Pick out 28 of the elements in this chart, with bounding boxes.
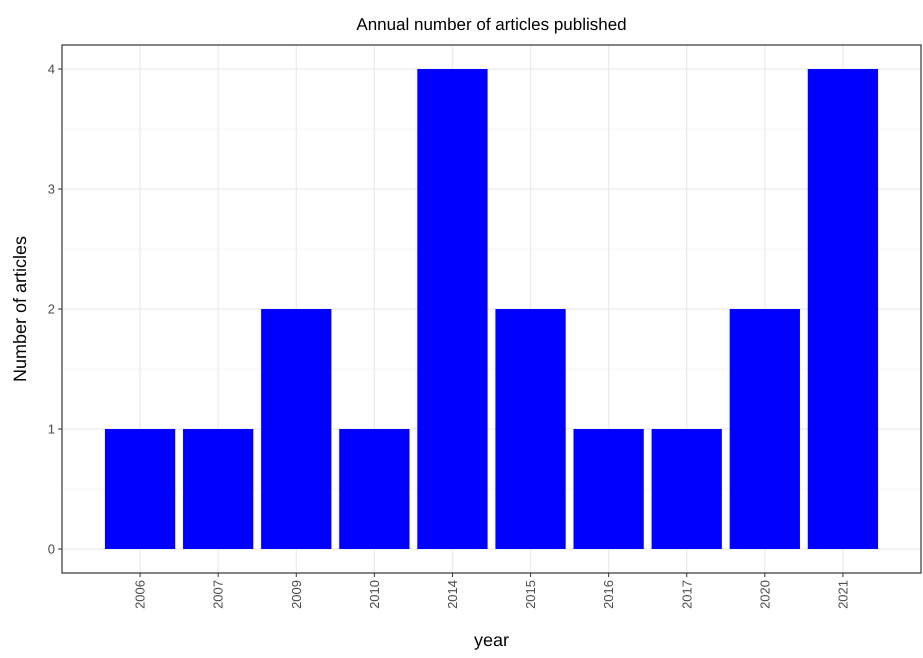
x-tick-label: 2017 <box>679 580 694 609</box>
chart-title: Annual number of articles published <box>356 15 627 34</box>
bar <box>417 69 488 549</box>
bar <box>261 309 332 549</box>
x-axis-title: year <box>474 630 510 650</box>
bar <box>730 309 800 549</box>
x-tick-label: 2007 <box>210 580 226 609</box>
y-tick-label: 2 <box>48 302 55 317</box>
y-tick-label: 3 <box>48 182 55 197</box>
x-tick-label: 2016 <box>601 580 616 609</box>
x-tick-label: 2009 <box>288 580 304 609</box>
y-tick-label: 4 <box>48 62 55 77</box>
bar <box>495 309 566 549</box>
x-tick-label: 2021 <box>835 580 850 609</box>
bar <box>652 429 722 549</box>
x-tick-label: 2006 <box>132 580 148 609</box>
bar <box>104 429 176 549</box>
y-axis-title: Number of articles <box>10 236 30 382</box>
bar <box>573 429 644 549</box>
x-tick-label: 2010 <box>366 580 382 609</box>
y-tick-label: 1 <box>48 422 55 437</box>
y-tick-label: 0 <box>48 542 55 557</box>
x-tick-label: 2015 <box>523 580 538 609</box>
bar <box>183 429 254 549</box>
x-tick-label: 2014 <box>445 580 460 609</box>
bar <box>339 429 410 549</box>
x-tick-label: 2020 <box>757 580 772 609</box>
bar <box>808 69 878 549</box>
